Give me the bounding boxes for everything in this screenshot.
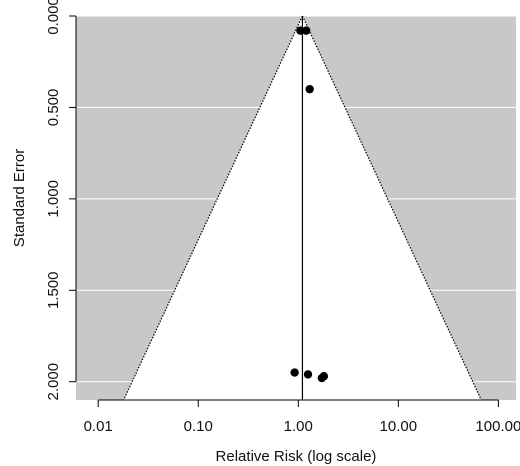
study-point <box>296 26 305 35</box>
y-tick-label: 0.000 <box>45 0 62 35</box>
y-axis: 0.000 0.500 1.000 1.500 2.000 <box>45 0 77 401</box>
y-tick-label: 1.500 <box>45 272 62 310</box>
x-axis-title: Relative Risk (log scale) <box>216 448 377 465</box>
study-point <box>305 84 314 94</box>
x-tick-label: 1.00 <box>284 418 313 435</box>
y-tick-label: 2.000 <box>45 363 62 401</box>
x-tick-label: 10.00 <box>380 418 418 435</box>
y-tick-label: 0.500 <box>45 89 62 127</box>
study-points <box>290 26 329 383</box>
y-tick-label: 1.000 <box>45 180 62 218</box>
x-tick-label: 0.01 <box>84 418 113 435</box>
study-point <box>303 370 313 379</box>
study-point <box>302 26 311 35</box>
x-tick-label: 100.00 <box>475 418 520 435</box>
x-tick-label: 0.10 <box>184 418 213 435</box>
x-axis: 0.01 0.10 1.00 10.00 100.00 <box>84 399 520 435</box>
study-point <box>319 372 329 381</box>
study-point <box>290 368 299 377</box>
y-axis-title: Standard Error <box>11 149 28 247</box>
